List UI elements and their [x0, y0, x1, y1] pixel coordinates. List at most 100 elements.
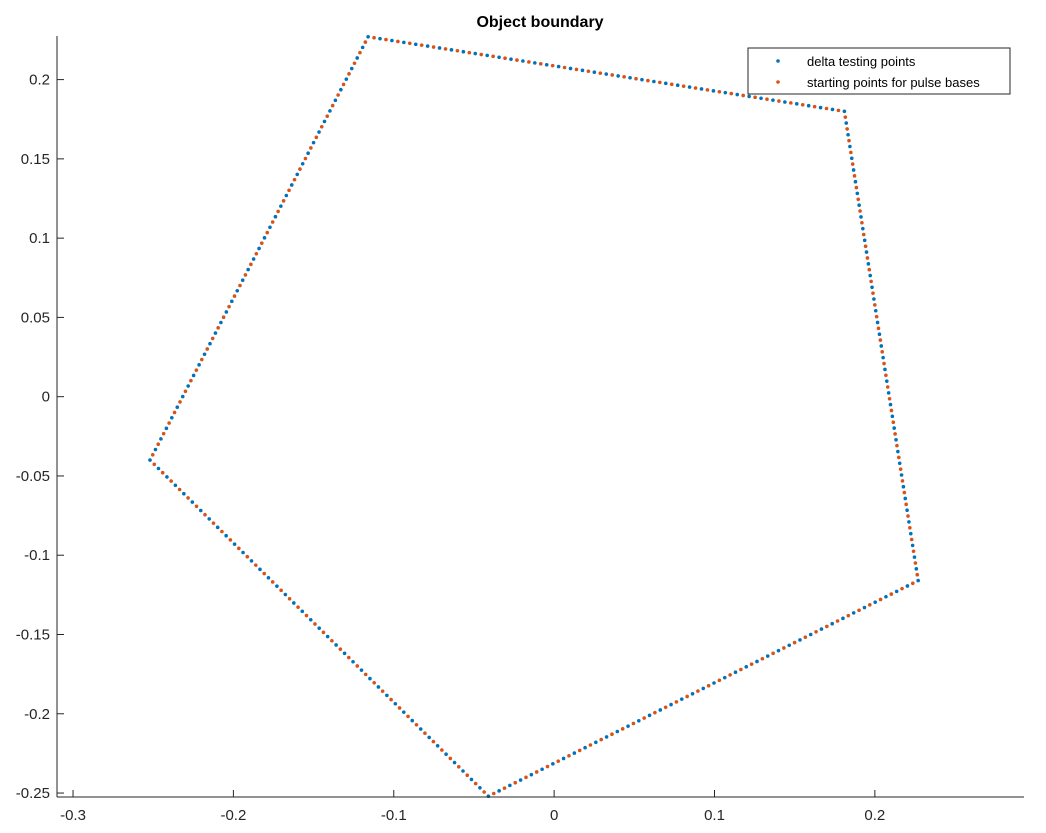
pulse-base-start-point: [674, 700, 679, 704]
delta-testing-point: [679, 697, 684, 701]
delta-testing-point: [334, 643, 338, 647]
delta-testing-point: [180, 394, 185, 399]
delta-testing-point: [418, 727, 423, 731]
pulse-base-start-point: [900, 586, 904, 591]
pulse-base-start-point: [455, 48, 460, 53]
pulse-base-start-point: [545, 764, 550, 769]
delta-testing-point: [164, 426, 169, 431]
pulse-base-start-point: [380, 689, 385, 693]
delta-testing-point: [723, 90, 728, 95]
pulse-base-start-point: [693, 86, 698, 90]
pulse-base-start-point: [771, 651, 775, 656]
delta-testing-point: [258, 567, 262, 572]
delta-testing-point: [604, 72, 609, 76]
pulse-base-start-point: [696, 689, 700, 693]
pulse-base-start-point: [642, 716, 646, 720]
delta-testing-point: [841, 616, 845, 621]
delta-testing-point: [344, 77, 349, 81]
pulse-base-start-point: [904, 502, 908, 507]
delta-testing-point: [295, 172, 300, 177]
delta-testing-point: [425, 44, 430, 48]
delta-testing-point: [275, 584, 279, 588]
pulse-base-start-point: [313, 622, 317, 626]
y-tick-label: -0.05: [16, 468, 50, 485]
delta-testing-point: [879, 344, 884, 348]
legend[interactable]: delta testing points starting points for…: [747, 47, 1011, 95]
delta-testing-point: [390, 38, 394, 43]
y-tick-label: -0.1: [24, 547, 50, 564]
pulse-base-start-point: [854, 185, 859, 190]
pulse-base-start-point: [194, 368, 199, 372]
pulse-base-start-point: [465, 773, 470, 777]
delta-testing-point: [914, 567, 919, 571]
pulse-base-start-point: [298, 167, 302, 171]
pulse-base-start-point: [760, 656, 765, 661]
delta-testing-point: [765, 654, 770, 658]
delta-testing-point: [219, 320, 223, 325]
pulse-base-start-point: [867, 267, 872, 272]
pulse-base-start-point: [902, 490, 907, 495]
pulse-base-start-point: [321, 630, 326, 635]
pulse-base-start-point: [352, 61, 357, 66]
pulse-base-start-point: [741, 93, 745, 98]
delta-testing-point: [170, 415, 174, 420]
pulse-base-start-point: [868, 603, 872, 607]
delta-testing-point: [851, 611, 856, 615]
pulse-base-start-point: [900, 479, 905, 483]
delta-testing-point: [339, 87, 343, 92]
pulse-base-start-point: [161, 431, 166, 436]
delta-testing-point: [333, 98, 338, 103]
delta-testing-point: [469, 777, 474, 782]
delta-testing-point: [509, 57, 513, 61]
delta-testing-point: [284, 193, 289, 198]
delta-testing-point: [540, 767, 544, 772]
delta-testing-point: [401, 710, 406, 714]
delta-testing-point: [870, 285, 874, 290]
legend-label-starting-points-for-pulse-bases: starting points for pulse bases: [807, 75, 980, 90]
delta-testing-point: [669, 702, 673, 707]
delta-testing-point: [912, 555, 917, 559]
pulse-base-start-point: [319, 124, 324, 129]
pulse-base-start-point: [598, 71, 603, 75]
delta-testing-point: [402, 40, 406, 45]
delta-testing-point: [508, 783, 512, 788]
pulse-base-start-point: [440, 748, 444, 752]
delta-testing-point: [744, 665, 749, 669]
y-tick-label: -0.2: [24, 706, 50, 723]
delta-testing-point: [848, 144, 852, 149]
delta-testing-point: [461, 769, 465, 773]
pulse-base-start-point: [858, 209, 862, 213]
delta-testing-point: [818, 105, 823, 110]
pulse-base-start-point: [205, 347, 210, 351]
x-tick-label: 0: [550, 807, 558, 824]
pulse-base-start-point: [479, 52, 484, 57]
pulse-base-start-point: [610, 73, 614, 77]
pulse-base-start-point: [873, 303, 877, 307]
pulse-base-start-point: [237, 546, 241, 551]
pulse-base-start-point: [502, 786, 507, 790]
pulse-base-start-point: [729, 91, 734, 96]
legend-label-delta-testing-points: delta testing points: [807, 54, 916, 69]
pulse-base-start-point: [911, 549, 916, 554]
delta-testing-point: [437, 46, 442, 50]
delta-testing-point: [190, 500, 195, 504]
pulse-base-start-point: [913, 561, 918, 565]
delta-testing-point: [385, 693, 389, 698]
pulse-base-start-point: [243, 273, 248, 277]
delta-testing-point: [533, 61, 537, 65]
delta-testing-point: [894, 589, 899, 594]
pulse-base-start-point: [728, 673, 732, 677]
delta-testing-point: [580, 68, 585, 73]
y-tick-label: -0.15: [16, 626, 50, 643]
delta-testing-point: [360, 45, 365, 50]
delta-testing-point: [213, 331, 218, 335]
delta-testing-point: [849, 156, 854, 161]
delta-testing-point: [875, 320, 880, 325]
pulse-base-start-point: [538, 62, 543, 66]
pulse-base-start-point: [220, 529, 224, 534]
pulse-base-start-point: [228, 538, 233, 542]
y-tick-label: 0.1: [29, 230, 50, 247]
delta-testing-point: [153, 447, 158, 452]
pulse-base-start-point: [906, 514, 910, 518]
delta-testing-point: [292, 601, 296, 605]
